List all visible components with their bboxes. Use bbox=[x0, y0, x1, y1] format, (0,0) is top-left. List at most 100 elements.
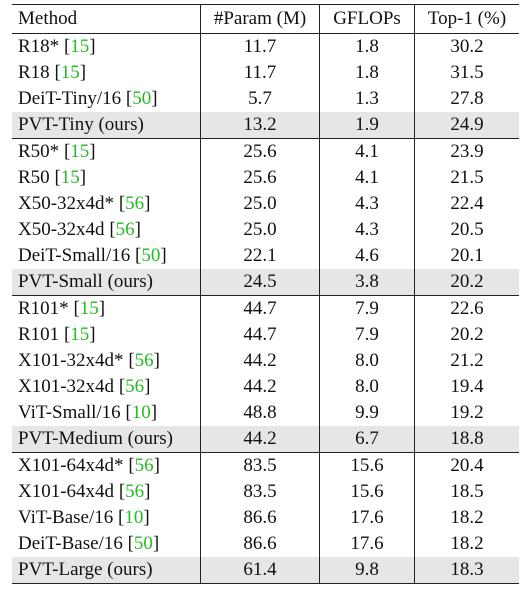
method-name: X101-64x4d* bbox=[18, 455, 129, 476]
cell-gflops: 7.9 bbox=[319, 322, 415, 348]
citation-link[interactable]: 50 bbox=[141, 245, 161, 266]
citation-link[interactable]: 15 bbox=[60, 62, 80, 83]
citation-link[interactable]: 10 bbox=[124, 507, 144, 528]
cell-gflops: 9.8 bbox=[319, 557, 415, 584]
citation-close-bracket: ] bbox=[89, 324, 96, 345]
cell-param: 25.0 bbox=[200, 217, 320, 243]
cell-top1: 18.3 bbox=[414, 557, 519, 584]
cell-top1: 21.2 bbox=[414, 348, 519, 374]
citation-link[interactable]: 15 bbox=[70, 141, 90, 162]
cell-gflops: 4.1 bbox=[319, 165, 415, 191]
citation-open-bracket: [ bbox=[118, 376, 126, 397]
cell-param: 44.7 bbox=[200, 322, 320, 348]
cell-top1: 24.9 bbox=[414, 112, 519, 139]
citation-close-bracket: ] bbox=[143, 507, 150, 528]
cell-top1: 20.2 bbox=[414, 269, 519, 296]
cell-top1: 18.2 bbox=[414, 531, 519, 557]
cell-param: 13.2 bbox=[200, 112, 320, 139]
cell-gflops: 17.6 bbox=[319, 505, 415, 531]
cell-top1: 19.2 bbox=[414, 400, 519, 426]
cell-param: 24.5 bbox=[200, 269, 320, 296]
cell-param: 11.7 bbox=[200, 33, 320, 60]
citation-link[interactable]: 56 bbox=[115, 219, 135, 240]
citation-link[interactable]: 56 bbox=[125, 193, 145, 214]
cell-method: PVT-Large (ours) bbox=[12, 557, 201, 584]
cell-top1: 21.5 bbox=[414, 165, 519, 191]
table-row: PVT-Small (ours) 24.5 3.8 20.2 bbox=[12, 269, 519, 296]
cell-method: X101-64x4d [56] bbox=[12, 479, 201, 505]
cell-gflops: 8.0 bbox=[319, 374, 415, 400]
cell-gflops: 1.9 bbox=[319, 112, 415, 139]
citation-link[interactable]: 15 bbox=[79, 298, 99, 319]
cell-gflops: 15.6 bbox=[319, 452, 415, 479]
table-row: X50-32x4d* [56] 25.0 4.3 22.4 bbox=[12, 191, 519, 217]
citation-open-bracket: [ bbox=[125, 402, 132, 423]
citation-link[interactable]: 56 bbox=[125, 376, 145, 397]
citation-open-bracket: [ bbox=[109, 219, 116, 240]
table-row: DeiT-Small/16 [50] 22.1 4.6 20.1 bbox=[12, 243, 519, 269]
cell-gflops: 3.8 bbox=[319, 269, 415, 296]
cell-top1: 27.8 bbox=[414, 86, 519, 112]
cell-gflops: 4.6 bbox=[319, 243, 415, 269]
cell-method: R50 [15] bbox=[12, 165, 201, 191]
citation-link[interactable]: 15 bbox=[70, 36, 90, 57]
table-row: R18* [15] 11.7 1.8 30.2 bbox=[12, 33, 519, 60]
cell-method: R101 [15] bbox=[12, 322, 201, 348]
citation-open-bracket: [ bbox=[63, 324, 71, 345]
table-row: R18 [15] 11.7 1.8 31.5 bbox=[12, 60, 519, 86]
citation-close-bracket: ] bbox=[160, 245, 167, 266]
cell-gflops: 7.9 bbox=[319, 295, 415, 322]
citation-link[interactable]: 56 bbox=[125, 481, 145, 502]
table-row: R50 [15] 25.6 4.1 21.5 bbox=[12, 165, 519, 191]
cell-gflops: 1.3 bbox=[319, 86, 415, 112]
cell-param: 44.2 bbox=[200, 426, 320, 453]
cell-param: 48.8 bbox=[200, 400, 320, 426]
cell-method: DeiT-Base/16 [50] bbox=[12, 531, 201, 557]
method-name: X50-32x4d* bbox=[18, 193, 119, 214]
cell-param: 25.0 bbox=[200, 191, 320, 217]
citation-open-bracket: [ bbox=[118, 193, 126, 214]
table-row: DeiT-Tiny/16 [50] 5.7 1.3 27.8 bbox=[12, 86, 519, 112]
cell-param: 25.6 bbox=[200, 138, 320, 165]
citation-link[interactable]: 15 bbox=[70, 324, 90, 345]
method-name: X101-32x4d bbox=[18, 376, 119, 397]
citation-close-bracket: ] bbox=[79, 62, 87, 83]
cell-param: 86.6 bbox=[200, 505, 320, 531]
citation-close-bracket: ] bbox=[150, 402, 158, 423]
citation-open-bracket: [ bbox=[118, 507, 125, 528]
cell-method: DeiT-Small/16 [50] bbox=[12, 243, 201, 269]
cell-top1: 18.2 bbox=[414, 505, 519, 531]
method-name: ViT-Base/16 bbox=[18, 507, 119, 528]
method-name: ViT-Small/16 bbox=[18, 402, 126, 423]
citation-link[interactable]: 50 bbox=[132, 88, 152, 109]
cell-method: PVT-Small (ours) bbox=[12, 269, 201, 296]
cell-method: R50* [15] bbox=[12, 139, 201, 166]
cell-method: X50-32x4d [56] bbox=[12, 217, 201, 243]
cell-param: 86.6 bbox=[200, 531, 320, 557]
cell-method: X101-32x4d* [56] bbox=[12, 348, 201, 374]
table-row: DeiT-Base/16 [50] 86.6 17.6 18.2 bbox=[12, 531, 519, 557]
citation-open-bracket: [ bbox=[125, 88, 133, 109]
citation-link[interactable]: 56 bbox=[134, 455, 154, 476]
citation-link[interactable]: 15 bbox=[60, 167, 80, 188]
cell-top1: 20.2 bbox=[414, 322, 519, 348]
cell-param: 11.7 bbox=[200, 60, 320, 86]
citation-link[interactable]: 10 bbox=[131, 402, 151, 423]
cell-param: 61.4 bbox=[200, 557, 320, 584]
cell-top1: 20.4 bbox=[414, 452, 519, 479]
cell-method: X50-32x4d* [56] bbox=[12, 191, 201, 217]
citation-close-bracket: ] bbox=[153, 350, 160, 371]
table-row: X101-32x4d [56] 44.2 8.0 19.4 bbox=[12, 374, 519, 400]
method-name: PVT-Tiny (ours) bbox=[18, 114, 144, 135]
cell-method: ViT-Base/16 [10] bbox=[12, 505, 201, 531]
citation-open-bracket: [ bbox=[118, 481, 126, 502]
citation-open-bracket: [ bbox=[128, 455, 135, 476]
method-name: DeiT-Tiny/16 bbox=[18, 88, 126, 109]
citation-open-bracket: [ bbox=[127, 533, 134, 554]
table-header: Method #Param (M) GFLOPs Top-1 (%) bbox=[12, 4, 519, 34]
method-name: R50* bbox=[18, 141, 64, 162]
citation-link[interactable]: 50 bbox=[133, 533, 153, 554]
cell-param: 25.6 bbox=[200, 165, 320, 191]
method-name: R101* bbox=[18, 298, 74, 319]
citation-link[interactable]: 56 bbox=[134, 350, 154, 371]
